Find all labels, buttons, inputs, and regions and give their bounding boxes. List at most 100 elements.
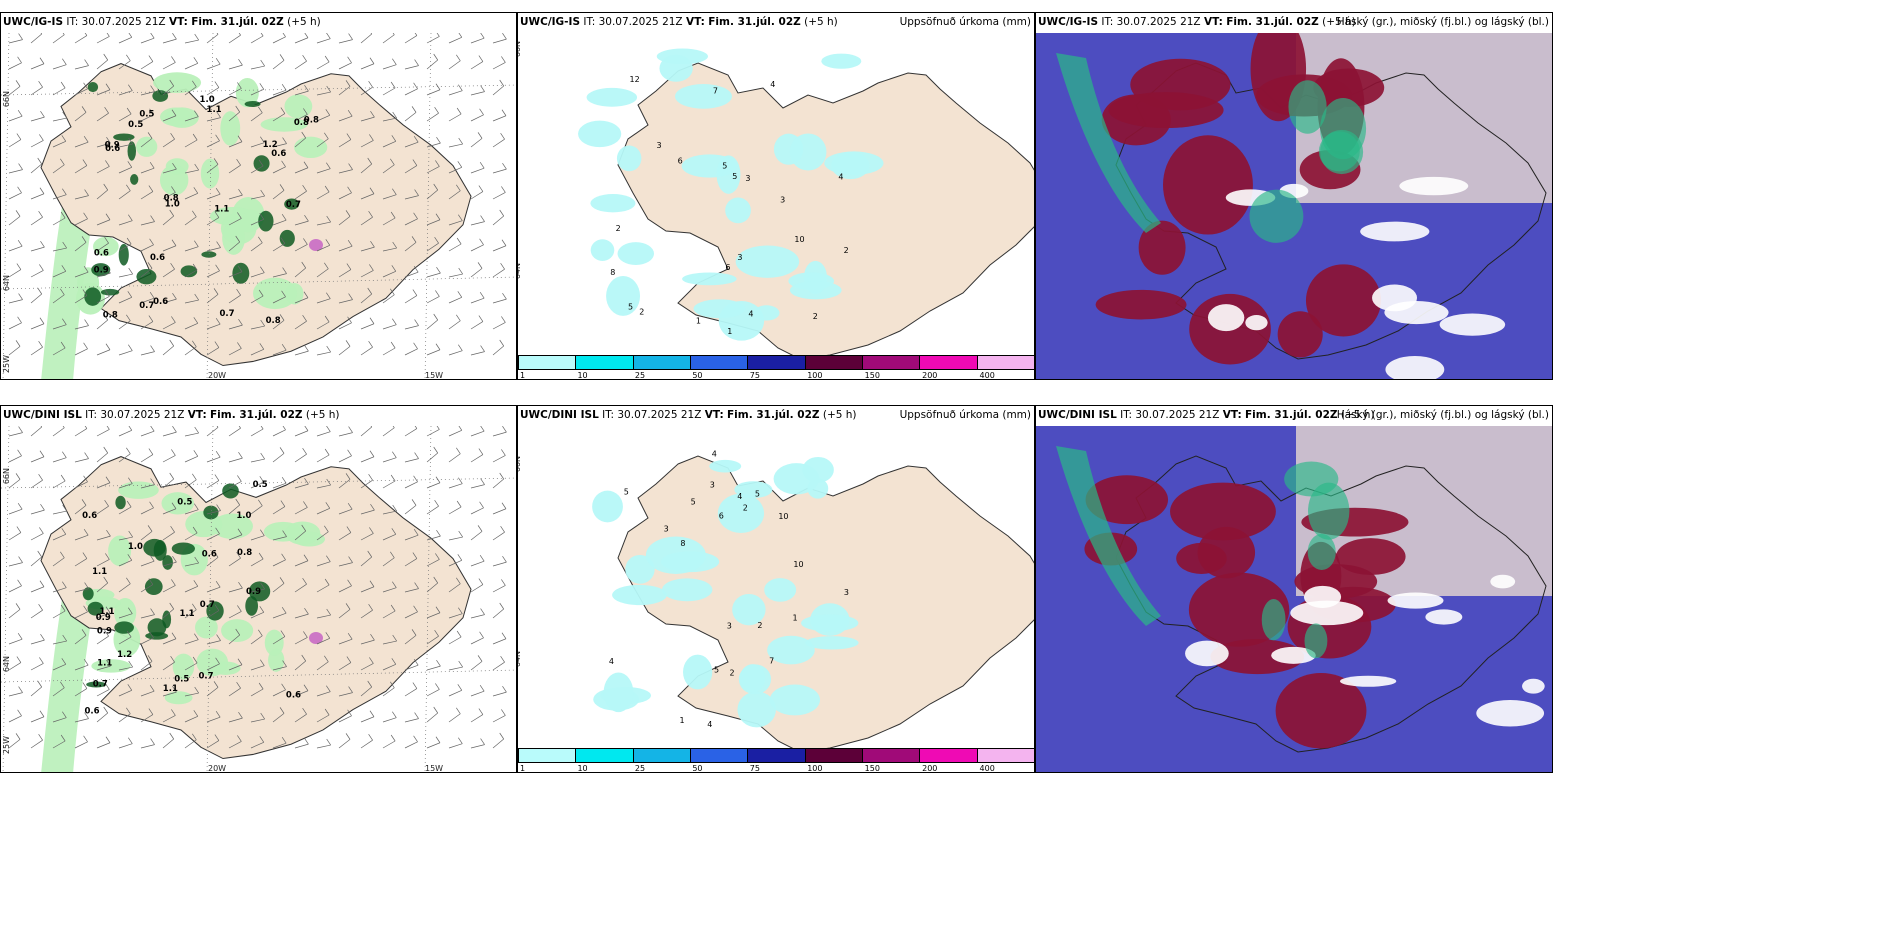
lat-label-66: 66N (2, 468, 11, 485)
accum-value-label: 6 (725, 263, 730, 272)
precip-value-label: 1.0 (128, 542, 143, 552)
colorbar-swatch (633, 356, 691, 369)
accum-value-label: 2 (729, 669, 734, 678)
accum-value-label: 8 (610, 268, 615, 277)
colorbar-swatch (748, 749, 806, 762)
precip-value-label: 0.7 (200, 600, 215, 610)
accum-value-label: 1 (727, 327, 732, 336)
accum-value-label: 1 (696, 316, 701, 325)
precip-value-label: 1.1 (214, 204, 229, 214)
lon-label-15: 15W (425, 371, 444, 380)
colorbar-tick-label: 100 (807, 764, 823, 773)
wind-barbs (8, 426, 507, 749)
accum-value-label: 6 (719, 512, 724, 521)
accum-value-label: 5 (714, 666, 719, 675)
accum-value-label: 5 (732, 172, 737, 181)
lon-label-25: 25W (2, 355, 11, 374)
panel-header: UWC/DINI ISL IT: 30.07.2025 21Z VT: Fim.… (3, 409, 340, 421)
precip-value-label: 0.7 (286, 200, 301, 210)
precip-value-label: 0.6 (271, 149, 286, 159)
precip-title: Uppsöfnuð úrkoma (mm) (899, 16, 1031, 28)
colorbar-swatch (576, 356, 634, 369)
colorbar-labels: 1 10 25 50 75 100 150 200 400 (518, 764, 1034, 773)
lon-label-25: 25W (2, 736, 11, 755)
precip-value-label: 1.1 (92, 567, 107, 577)
precip-value-label: 0.8 (164, 194, 179, 204)
accum-value-label: 2 (616, 224, 621, 233)
precip-value-label: 0.6 (202, 549, 217, 559)
colorbar-labels: 1 10 25 50 75 100 150 200 400 (518, 371, 1034, 380)
accum-value-label: 4 (712, 450, 717, 459)
accum-value-label: 4 (838, 172, 843, 181)
precip-value-label: 0.8 (237, 548, 252, 558)
precip-value-label: 1.1 (97, 658, 112, 668)
precip-value-label: 0.9 (246, 587, 261, 597)
lon-label-20: 20W (208, 371, 227, 380)
accum-value-label: 3 (844, 588, 849, 597)
panel-header: UWC/DINI ISL IT: 30.07.2025 21Z VT: Fim.… (1038, 409, 1375, 421)
colorbar-swatch (805, 749, 863, 762)
precip-value-label: 0.5 (253, 480, 268, 490)
panel-accum-precip-row1: UWC/IG-IS IT: 30.07.2025 21Z VT: Fim. 31… (517, 12, 1035, 380)
accum-value-label: 3 (737, 253, 742, 262)
colorbar-tick-label: 150 (864, 764, 880, 773)
colorbar-swatch (519, 749, 577, 762)
accum-value-label: 3 (710, 481, 715, 490)
accum-value-label: 3 (780, 196, 785, 205)
accum-value-label: 4 (770, 80, 775, 89)
accum-value-label: 3 (745, 174, 750, 183)
accum-value-label: 10 (793, 560, 803, 569)
accum-value-label: 2 (639, 308, 644, 317)
panel-wind-precip-row1: UWC/IG-IS IT: 30.07.2025 21Z VT: Fim. 31… (0, 12, 517, 380)
accum-value-label: 8 (680, 539, 685, 548)
precip-value-label: 1.1 (179, 609, 194, 619)
accum-value-label: 5 (722, 162, 727, 171)
precip-value-label: 0.5 (177, 498, 192, 508)
precip-value-label: 0.6 (150, 253, 165, 263)
precip-value-label: 0.6 (82, 511, 97, 521)
lat-label-66: 66N (517, 41, 522, 58)
cloud-cover-map (1036, 33, 1552, 379)
precip-colorbar (518, 748, 1034, 763)
precip-value-label: 0.7 (198, 671, 213, 681)
accum-value-label: 3 (656, 141, 661, 150)
colorbar-tick-label: 1 (520, 371, 526, 380)
precip-value-label: 1.1 (207, 105, 222, 115)
wind-barbs (8, 33, 507, 356)
panel-header: UWC/DINI ISL IT: 30.07.2025 21Z VT: Fim.… (520, 409, 857, 421)
accum-value-label: 5 (755, 490, 760, 499)
precip-value-label: 1.0 (165, 200, 180, 210)
colorbar-swatch (576, 749, 634, 762)
precip-value-label: 1.0 (236, 511, 251, 521)
accum-value-label: 10 (778, 512, 788, 521)
colorbar-swatch (690, 356, 749, 369)
precip-value-label: 0.8 (304, 115, 319, 125)
colorbar-swatch (920, 749, 978, 762)
accum-value-label: 2 (813, 312, 818, 321)
precip-value-label: 0.9 (105, 140, 120, 150)
precip-value-label: 0.7 (93, 679, 108, 689)
colorbar-tick-label: 1 (520, 764, 526, 773)
wind-precip-map: 0.50.71.00.80.90.61.10.70.60.81.20.50.90… (1, 33, 516, 379)
colorbar-tick-label: 25 (634, 764, 646, 773)
precip-value-label: 0.6 (105, 144, 120, 154)
accum-value-label: 7 (713, 87, 718, 96)
panel-cloud-row2: UWC/DINI ISL IT: 30.07.2025 21Z VT: Fim.… (1035, 405, 1553, 773)
panel-wind-precip-row2: UWC/DINI ISL IT: 30.07.2025 21Z VT: Fim.… (0, 405, 517, 773)
precip-title: Uppsöfnuð úrkoma (mm) (899, 409, 1031, 421)
precip-value-label: 1.0 (200, 95, 215, 105)
accum-value-label: 3 (664, 525, 669, 534)
accum-value-label: 10 (794, 235, 804, 244)
accum-value-label: 12 (630, 75, 640, 84)
precip-value-label: 0.7 (139, 301, 154, 311)
colorbar-tick-label: 10 (577, 764, 588, 773)
precip-value-label: 0.8 (294, 118, 309, 128)
precip-value-label: 0.9 (94, 266, 109, 276)
lat-label-64: 64N (517, 651, 522, 668)
accum-value-label: 2 (743, 503, 748, 512)
colorbar-swatch (519, 356, 577, 369)
accum-value-label: 5 (624, 487, 629, 496)
lat-label-66: 66N (517, 456, 522, 473)
